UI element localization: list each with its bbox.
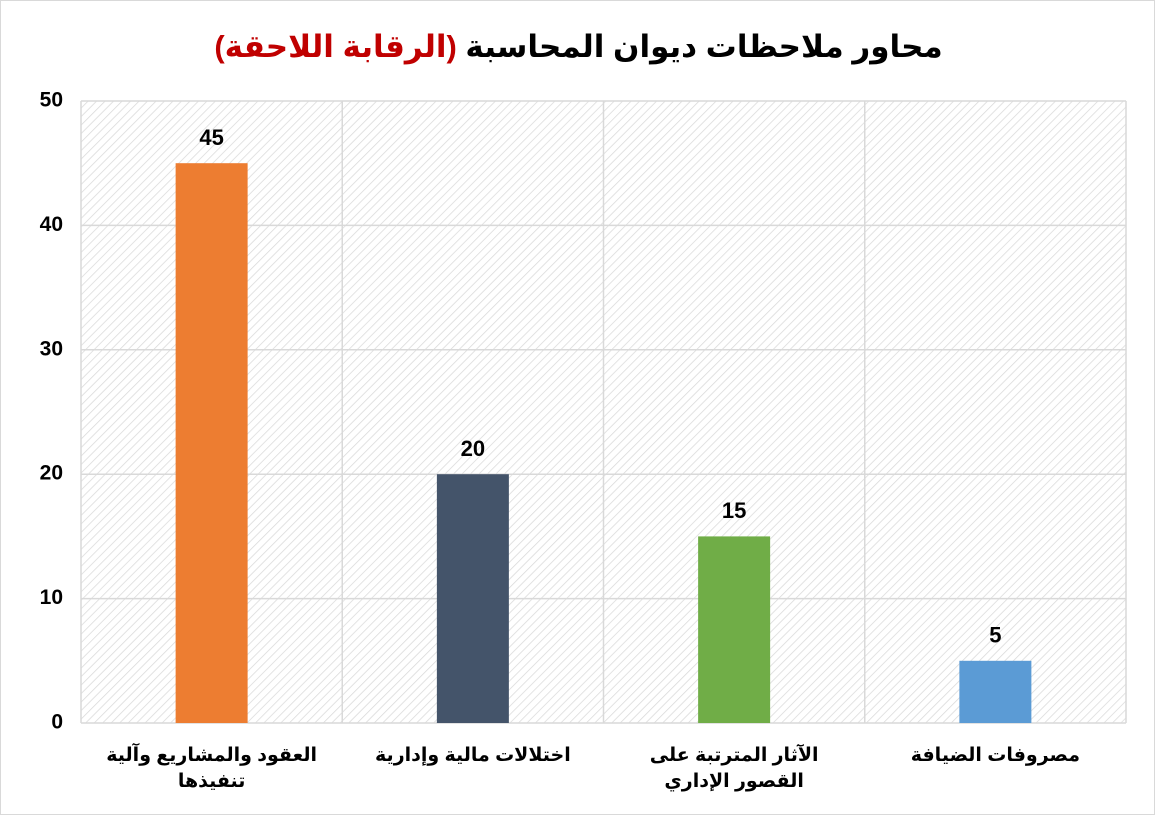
bar xyxy=(959,660,1032,723)
y-tick-label: 0 xyxy=(51,711,63,734)
y-tick-label: 20 xyxy=(40,462,63,485)
y-tick-label: 50 xyxy=(40,89,63,112)
y-tick-label: 30 xyxy=(40,337,63,360)
x-tick-label: مصروفات الضيافة xyxy=(910,745,1081,766)
chart-title: محاور ملاحظات ديوان المحاسبة (الرقابة ال… xyxy=(1,29,1154,65)
title-main: محاور ملاحظات ديوان المحاسبة xyxy=(465,29,943,64)
x-tick-label: العقود والمشاريع وآلية تنفيذها xyxy=(106,745,317,792)
value-label: 5 xyxy=(989,623,1001,648)
value-label: 15 xyxy=(722,498,746,523)
value-label: 45 xyxy=(199,125,223,150)
bar xyxy=(436,474,509,723)
y-tick-label: 40 xyxy=(40,213,63,236)
x-tick-label: الآثار المترتبة على القصور الإداري xyxy=(649,745,819,792)
y-tick-label: 10 xyxy=(40,586,63,609)
value-label: 20 xyxy=(461,436,485,461)
title-highlight: (الرقابة اللاحقة) xyxy=(214,29,457,64)
bar xyxy=(175,163,248,723)
x-tick-label: اختلالات مالية وإدارية xyxy=(375,745,571,766)
bar xyxy=(698,536,771,723)
